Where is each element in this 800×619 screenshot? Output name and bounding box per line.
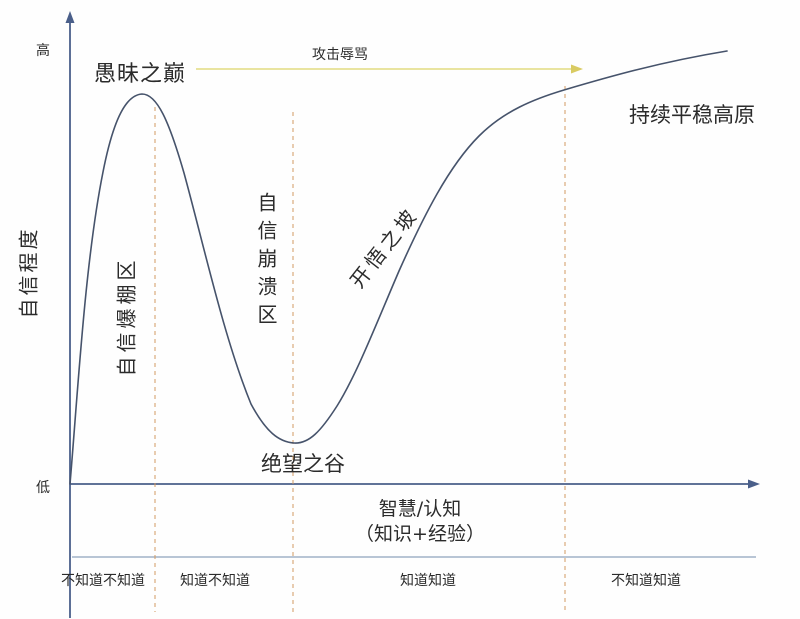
x-axis-title-line1: 智慧/认知 <box>378 498 462 520</box>
quadrant-label-unknown-unknown: 不知道不知道 <box>61 573 145 589</box>
y-axis-arrowhead-icon <box>65 11 75 23</box>
quadrant-label-unknown-know: 不知道知道 <box>611 573 681 589</box>
valley-of-despair-label: 绝望之谷 <box>261 452 345 476</box>
attack-arrowhead-icon <box>571 64 583 74</box>
overconfidence-zone-label: 自信爆棚区 <box>114 256 139 377</box>
quadrant-label-know-know: 知道知道 <box>400 573 456 589</box>
peak-of-ignorance-label: 愚昧之巅 <box>94 62 187 87</box>
quadrant-label-know-unknown: 知道不知道 <box>180 573 250 589</box>
attack-insult-label: 攻击辱骂 <box>312 47 368 63</box>
confidence-collapse-zone-label: 自信崩溃区 <box>254 192 278 332</box>
plateau-label: 持续平稳高原 <box>629 103 755 127</box>
x-axis-arrowhead-icon <box>748 479 760 489</box>
x-axis-title-line2: （知识+经验） <box>355 523 485 545</box>
y-axis-tick-low: 低 <box>36 480 50 496</box>
y-axis-title: 自信程度 <box>16 226 41 319</box>
confidence-curve <box>69 50 728 485</box>
y-axis-tick-high: 高 <box>36 43 50 59</box>
